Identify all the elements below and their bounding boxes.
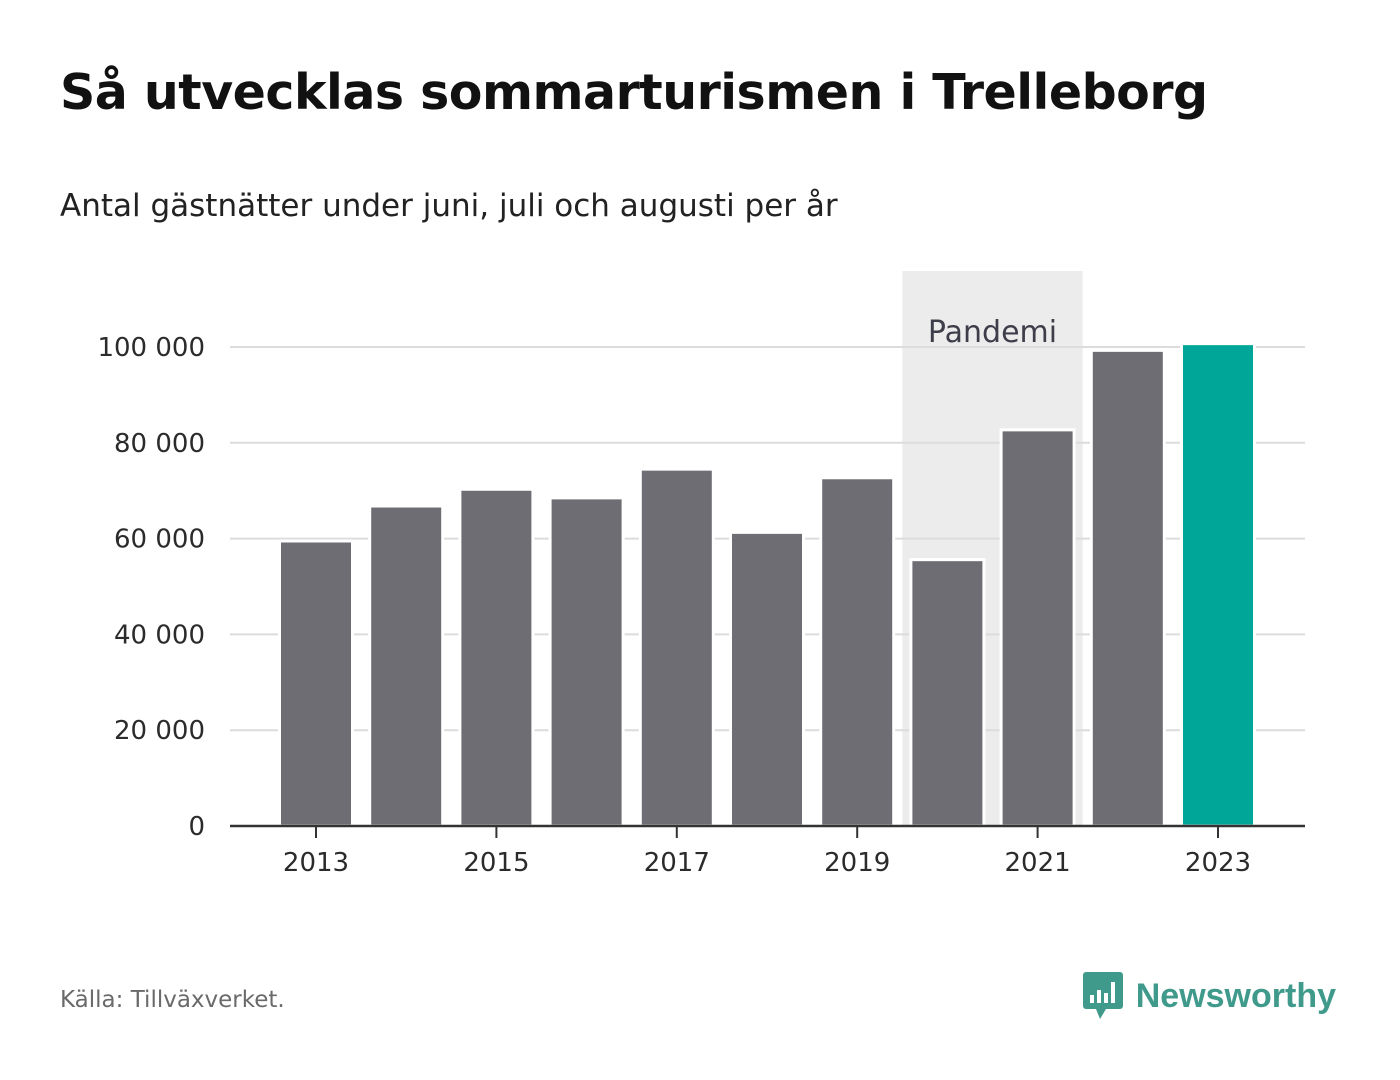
x-tick-label: 2017: [644, 848, 710, 878]
chart-subtitle: Antal gästnätter under juni, juli och au…: [60, 188, 838, 224]
y-tick-label: 0: [188, 812, 205, 842]
bar-2021: [999, 428, 1076, 828]
bar-2022: [1089, 348, 1166, 828]
bar-2019: [819, 476, 896, 828]
chart-title: Så utvecklas sommarturismen i Trelleborg: [60, 64, 1208, 121]
bars: [278, 342, 1256, 828]
bar-2015: [458, 487, 535, 828]
bar-2016: [548, 496, 625, 828]
bar-2020: [909, 558, 986, 828]
axis-labels: 0 20 000 40 000 60 000 80 000 100 000 2013 2015…: [97, 333, 1251, 878]
x-tick-label: 2015: [463, 848, 529, 878]
bar-2018: [729, 530, 805, 828]
bar-chart: Pandemi 0 20 000 40 000 60 000 80 000 100 000…: [97, 271, 1305, 878]
bar-2014: [368, 504, 445, 828]
x-tick-label: 2021: [1005, 848, 1071, 878]
source-note: Källa: Tillväxverket.: [60, 987, 285, 1013]
y-tick-label: 80 000: [114, 429, 205, 459]
y-tick-label: 20 000: [114, 716, 205, 746]
x-tick-label: 2013: [283, 848, 349, 878]
newsworthy-logo-icon: [1082, 972, 1123, 1019]
pandemic-band-label: Pandemi: [928, 315, 1057, 350]
brand-name: Newsworthy: [1135, 976, 1336, 1015]
brand-logo: Newsworthy: [1082, 970, 1336, 1022]
y-tick-label: 100 000: [97, 333, 205, 363]
x-tick-label: 2023: [1185, 848, 1251, 878]
bar-2013: [278, 539, 354, 828]
y-tick-label: 40 000: [114, 620, 205, 650]
axes: [230, 824, 1305, 838]
y-tick-label: 60 000: [114, 525, 205, 555]
bar-2023: [1180, 342, 1256, 828]
bar-2017: [638, 467, 715, 828]
x-tick-label: 2019: [824, 848, 890, 878]
